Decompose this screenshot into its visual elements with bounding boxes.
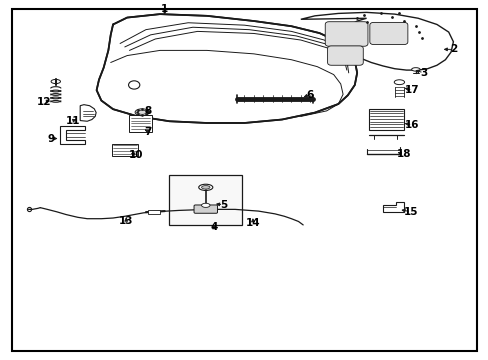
Ellipse shape bbox=[411, 68, 419, 71]
Text: 16: 16 bbox=[405, 120, 419, 130]
Ellipse shape bbox=[201, 186, 209, 189]
Polygon shape bbox=[97, 14, 356, 123]
Ellipse shape bbox=[198, 184, 212, 190]
Ellipse shape bbox=[393, 80, 404, 85]
Polygon shape bbox=[382, 202, 403, 212]
Text: 15: 15 bbox=[403, 207, 418, 217]
Text: 12: 12 bbox=[36, 97, 51, 107]
Polygon shape bbox=[112, 144, 138, 156]
FancyBboxPatch shape bbox=[369, 22, 407, 45]
FancyBboxPatch shape bbox=[148, 210, 160, 214]
Text: 7: 7 bbox=[144, 127, 152, 136]
Polygon shape bbox=[300, 12, 452, 70]
Text: 9: 9 bbox=[47, 134, 55, 144]
FancyBboxPatch shape bbox=[194, 205, 217, 213]
FancyBboxPatch shape bbox=[327, 46, 363, 65]
Text: 8: 8 bbox=[144, 106, 152, 116]
Text: 3: 3 bbox=[419, 68, 427, 78]
Ellipse shape bbox=[135, 109, 149, 116]
Ellipse shape bbox=[138, 110, 146, 114]
Text: 1: 1 bbox=[161, 4, 168, 14]
Text: 4: 4 bbox=[210, 222, 217, 231]
Polygon shape bbox=[80, 105, 96, 121]
FancyBboxPatch shape bbox=[368, 109, 403, 130]
FancyBboxPatch shape bbox=[325, 22, 367, 46]
Polygon shape bbox=[61, 126, 85, 144]
Text: 14: 14 bbox=[245, 218, 260, 228]
Text: 10: 10 bbox=[129, 150, 143, 160]
Text: 13: 13 bbox=[119, 216, 133, 226]
Polygon shape bbox=[129, 115, 152, 132]
Text: 5: 5 bbox=[219, 200, 226, 210]
Ellipse shape bbox=[51, 80, 61, 84]
FancyBboxPatch shape bbox=[169, 175, 242, 225]
Text: 17: 17 bbox=[405, 85, 419, 95]
Text: 2: 2 bbox=[449, 44, 456, 54]
Text: 6: 6 bbox=[306, 90, 313, 100]
Ellipse shape bbox=[201, 203, 209, 207]
Text: 11: 11 bbox=[66, 116, 80, 126]
Text: 18: 18 bbox=[396, 149, 410, 159]
